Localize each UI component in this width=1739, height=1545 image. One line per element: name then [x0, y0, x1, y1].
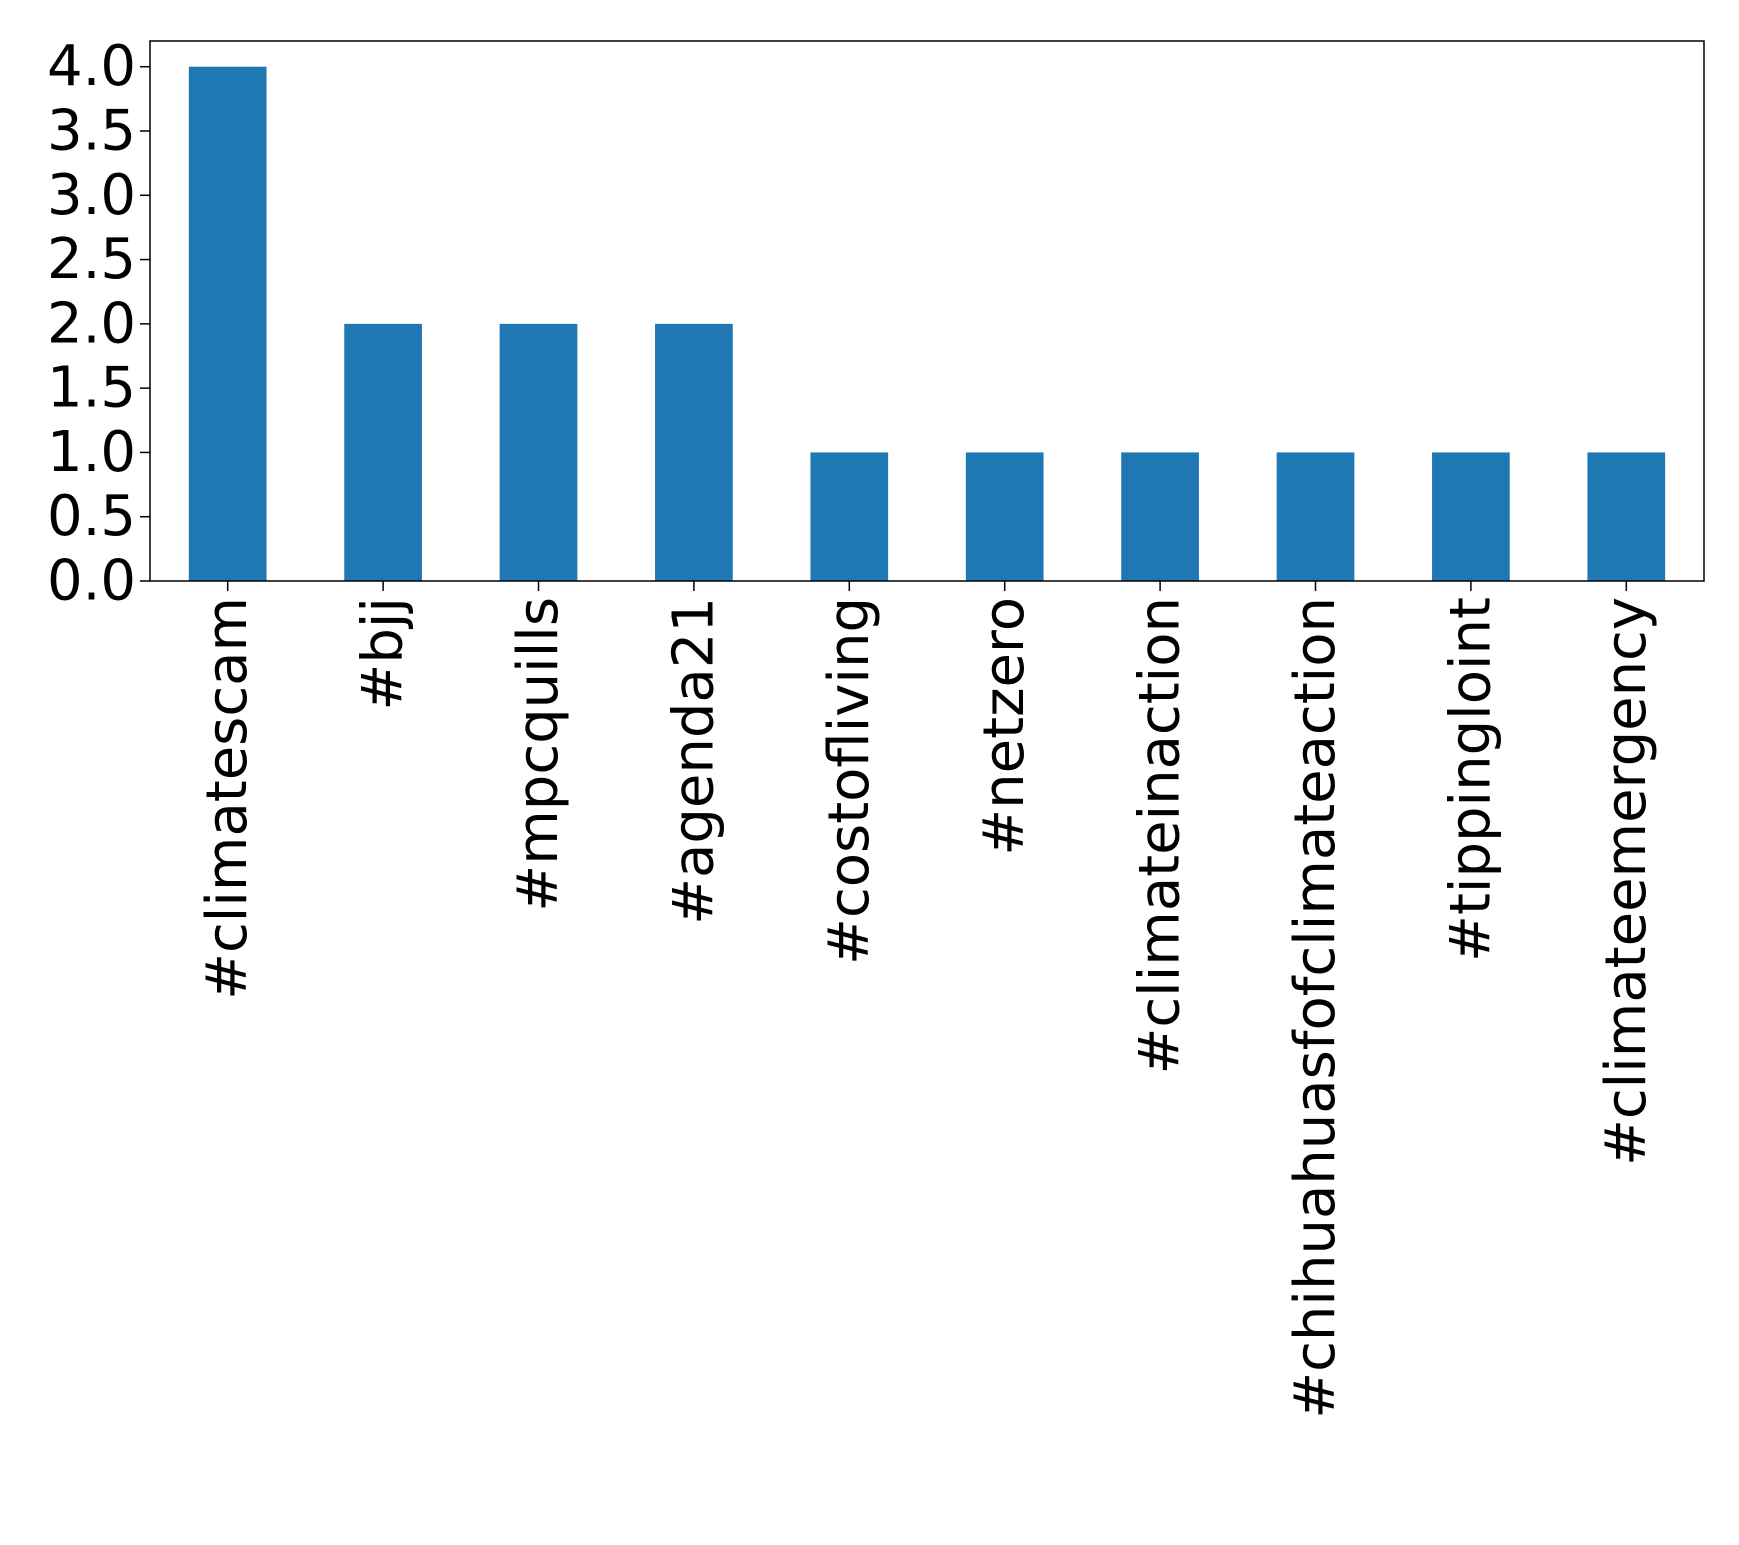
x-tick-label: #chihuahuasfofclimateaction	[1283, 597, 1348, 1419]
bar	[188, 66, 267, 581]
x-tick-label: #climateemergency	[1594, 597, 1659, 1166]
x-axis: #climatescam #bjj #mpcquills #agenda21 #cost…	[195, 581, 1659, 1419]
bar	[1587, 452, 1666, 581]
y-axis: 0.00.51.01.52.02.53.03.54.0	[47, 34, 150, 614]
bar	[810, 452, 889, 581]
x-tick-label: #bjj	[351, 597, 416, 711]
x-tick-label: #climatescam	[195, 597, 260, 1000]
bar	[1121, 452, 1199, 581]
bars	[188, 66, 1666, 581]
y-tick-label: 1.5	[47, 356, 136, 421]
bar	[1276, 452, 1355, 581]
bar	[344, 323, 422, 581]
bar	[655, 323, 733, 581]
y-tick-label: 2.0	[47, 291, 136, 356]
bar	[499, 323, 578, 581]
y-tick-label: 1.0	[47, 420, 136, 485]
plot-frame	[149, 40, 1705, 582]
bar	[1432, 452, 1510, 581]
y-tick-label: 3.0	[47, 163, 136, 228]
y-tick-label: 3.5	[47, 99, 136, 164]
x-tick-label: #climateinaction	[1128, 597, 1193, 1075]
y-tick-label: 4.0	[47, 34, 136, 99]
x-tick-label: #mpcquills	[506, 597, 571, 912]
y-tick-label: 0.0	[47, 549, 136, 614]
x-tick-label: #agenda21	[661, 597, 726, 925]
x-tick-label: #netzero	[972, 597, 1037, 856]
y-tick-label: 2.5	[47, 227, 136, 292]
x-tick-label: #costofliving	[817, 597, 882, 965]
bar	[965, 452, 1044, 581]
x-tick-label: #tippingloint	[1438, 597, 1503, 962]
y-tick-label: 0.5	[47, 484, 136, 549]
